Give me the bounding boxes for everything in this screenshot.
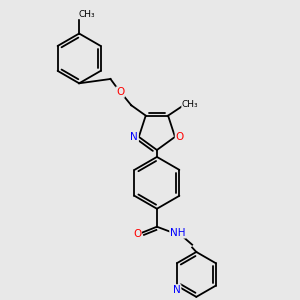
Text: NH: NH [170, 228, 185, 238]
Text: O: O [133, 229, 141, 238]
Text: O: O [176, 132, 184, 142]
Text: CH₃: CH₃ [78, 10, 95, 19]
Text: N: N [173, 285, 181, 295]
Text: N: N [130, 132, 138, 142]
Text: O: O [116, 87, 124, 97]
Text: CH₃: CH₃ [182, 100, 199, 109]
